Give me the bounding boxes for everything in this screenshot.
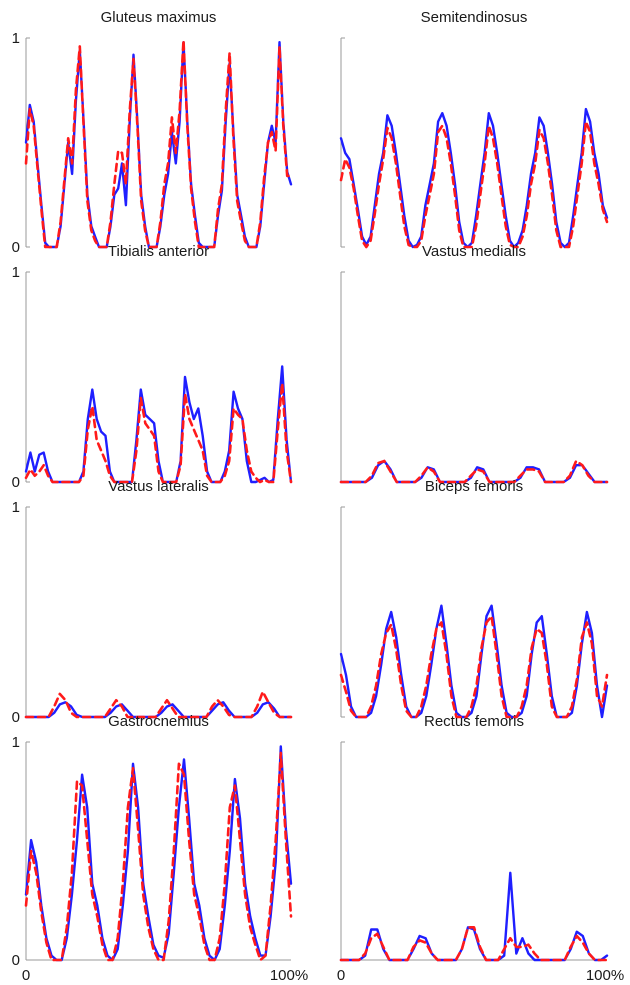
y-tick-label-min: 0 <box>12 952 20 969</box>
series-line-dashed <box>339 925 609 962</box>
y-tick-label-max: 1 <box>12 264 20 281</box>
series-line-dashed <box>339 459 609 484</box>
panel-title: Vastus medialis <box>422 243 526 260</box>
panel-vastus-lateralis: Vastus lateralis 1 0 <box>12 478 293 726</box>
y-tick-label-max: 1 <box>12 30 20 47</box>
series-line-dashed <box>339 614 609 719</box>
series-line-dashed <box>24 381 293 484</box>
panel-title: Tibialis anterior <box>108 243 209 260</box>
series-line-dashed <box>24 38 293 249</box>
panel-tibialis-anterior: Tibialis anterior 1 0 <box>12 243 293 491</box>
series-line-solid <box>24 745 293 962</box>
panel-title: Biceps femoris <box>425 478 523 495</box>
panel-gastrocnemius: Gastrocnemius 1 00 100% <box>12 713 309 984</box>
x-tick-label-start: 0 <box>22 967 30 984</box>
y-tick-label-min: 0 <box>12 239 20 256</box>
panel-vastus-medialis: Vastus medialis <box>339 243 609 484</box>
panel-biceps-femoris: Biceps femoris <box>339 478 609 719</box>
panel-title: Rectus femoris <box>424 713 524 730</box>
series-line-solid <box>24 365 293 484</box>
panel-semitendinosus: Semitendinosus <box>339 9 609 249</box>
panel-title: Gastrocnemius <box>108 713 209 730</box>
panel-title: Gluteus maximus <box>101 9 217 26</box>
series-line-solid <box>24 41 293 249</box>
y-tick-label-min: 0 <box>12 474 20 491</box>
y-tick-label-min: 0 <box>12 709 20 726</box>
x-tick-label-end: 100% <box>270 967 308 984</box>
x-tick-label-start: 0 <box>337 967 345 984</box>
series-line-dashed <box>24 751 293 962</box>
y-tick-label-max: 1 <box>12 499 20 516</box>
series-line-dashed <box>24 690 293 719</box>
x-tick-label-end: 100% <box>586 967 624 984</box>
y-tick-label-max: 1 <box>12 734 20 751</box>
series-line-dashed <box>339 120 609 249</box>
series-line-solid <box>339 871 609 962</box>
panel-title: Vastus lateralis <box>108 478 209 495</box>
panel-rectus-femoris: Rectus femoris 0 100% <box>337 713 624 984</box>
panel-gluteus-maximus: Gluteus maximus 1 0 <box>12 9 293 256</box>
panel-title: Semitendinosus <box>421 9 528 26</box>
